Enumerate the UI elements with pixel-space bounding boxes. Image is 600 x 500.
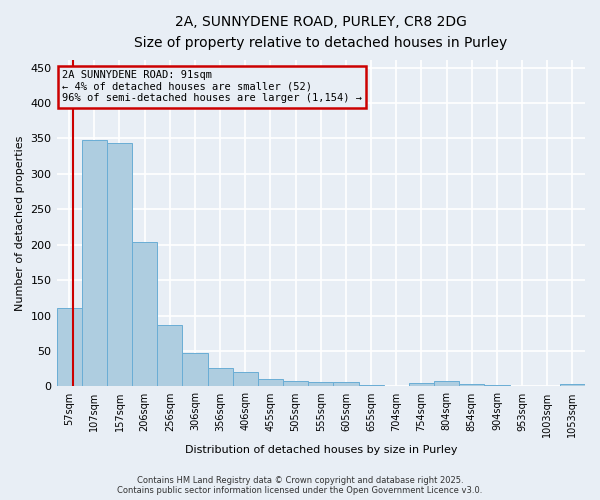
X-axis label: Distribution of detached houses by size in Purley: Distribution of detached houses by size … (185, 445, 457, 455)
Bar (484, 385, 509, 386)
Bar (82, 140, 107, 386)
Bar (107, 142, 132, 386)
Text: Contains HM Land Registry data © Crown copyright and database right 2025.
Contai: Contains HM Land Registry data © Crown c… (118, 476, 482, 495)
Bar (308, 382, 334, 386)
Bar (132, 242, 157, 386)
Bar (208, 368, 233, 386)
Bar (459, 384, 484, 386)
Bar (334, 382, 359, 386)
Bar (283, 382, 308, 386)
Bar (233, 372, 258, 386)
Bar (359, 385, 383, 386)
Bar (182, 353, 208, 386)
Text: 2A SUNNYDENE ROAD: 91sqm
← 4% of detached houses are smaller (52)
96% of semi-de: 2A SUNNYDENE ROAD: 91sqm ← 4% of detache… (62, 70, 362, 104)
Bar (434, 382, 459, 386)
Y-axis label: Number of detached properties: Number of detached properties (15, 136, 25, 311)
Title: 2A, SUNNYDENE ROAD, PURLEY, CR8 2DG
Size of property relative to detached houses: 2A, SUNNYDENE ROAD, PURLEY, CR8 2DG Size… (134, 15, 508, 50)
Bar (409, 383, 434, 386)
Bar (56, 308, 82, 386)
Bar (157, 326, 182, 386)
Bar (258, 380, 283, 386)
Bar (560, 384, 585, 386)
